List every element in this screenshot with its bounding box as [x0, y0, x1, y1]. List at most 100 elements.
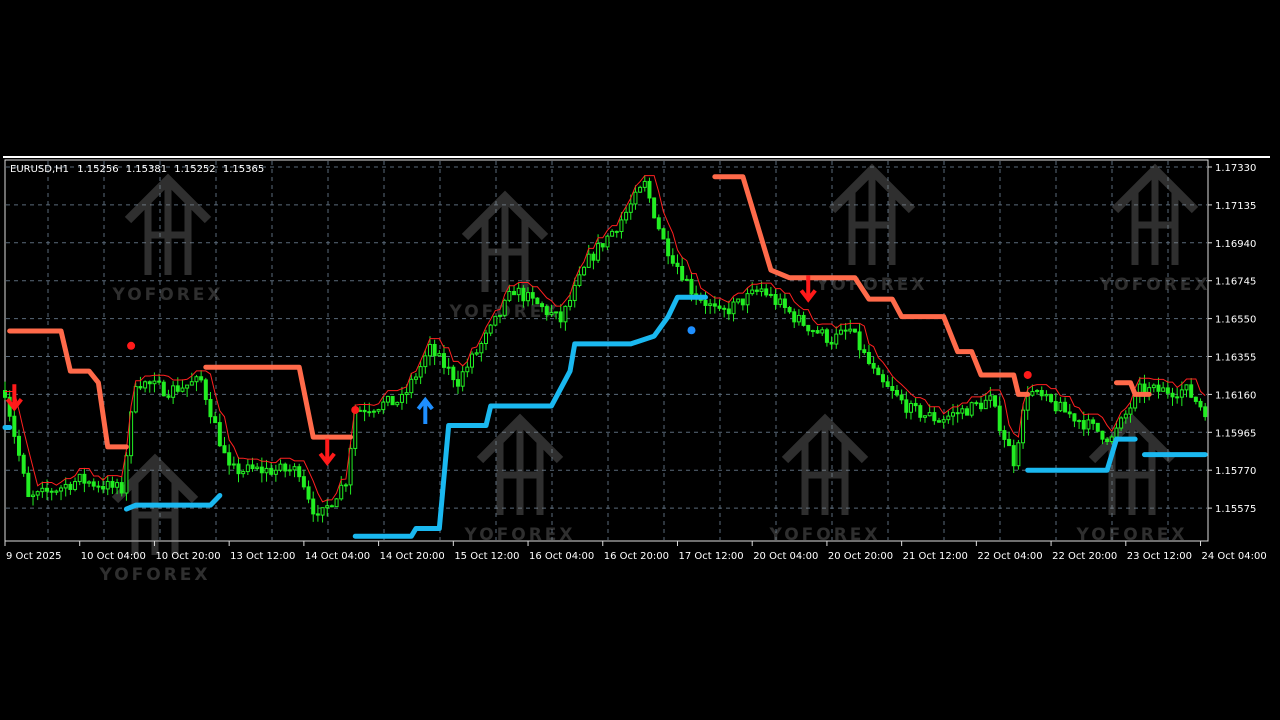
candle-body: [147, 381, 152, 385]
lower-stop-line: [123, 492, 223, 512]
x-axis: 9 Oct 2025 10 Oct 04:00 10 Oct 20:00 13 Oct…: [4, 541, 1267, 562]
candle-body: [1002, 430, 1007, 440]
candle-body: [315, 513, 320, 516]
candle-body: [675, 262, 680, 267]
candle-body: [838, 329, 843, 335]
candle-body: [87, 481, 92, 484]
candle-body: [568, 299, 573, 307]
watermark-text: YOFOREX: [111, 285, 223, 305]
open-value: 1.15256: [77, 164, 118, 175]
chart-frame: [4, 159, 1209, 542]
candle-body: [866, 351, 871, 364]
symbol-label: EURUSD,H1: [10, 164, 69, 175]
watermark-logo: YOFOREX: [111, 173, 223, 305]
x-tick-label: 16 Oct 04:00: [529, 551, 594, 562]
candle-body: [535, 297, 540, 305]
x-tick-label: 10 Oct 20:00: [155, 551, 220, 562]
candle-body: [512, 291, 517, 296]
y-tick-label: 1.16160: [1215, 390, 1256, 401]
candle-body: [399, 393, 404, 403]
x-tick-label: 16 Oct 20:00: [604, 551, 669, 562]
candle-body: [451, 366, 456, 381]
candle-body: [979, 402, 984, 410]
candle-body: [1175, 396, 1180, 399]
lower-stop-line: [1025, 436, 1138, 473]
candle-body: [857, 331, 862, 351]
candle-body: [21, 454, 26, 474]
candle-body: [1039, 390, 1044, 397]
upper-stop-line: [7, 328, 129, 450]
candle-body: [740, 298, 745, 306]
candle-body: [890, 386, 895, 391]
sell-arrow-icon: [318, 438, 336, 466]
candle-body: [918, 405, 923, 418]
candle-body: [768, 293, 773, 296]
candle-body: [171, 385, 176, 398]
candle-body: [1081, 420, 1086, 430]
candle-body: [1161, 387, 1166, 392]
watermark-text: YOFOREX: [463, 525, 575, 545]
watermark-text: YOFOREX: [768, 525, 880, 545]
candle-body: [782, 298, 787, 309]
logo-pillars-icon: [1108, 425, 1156, 515]
candle-body: [955, 412, 960, 415]
candle-body: [759, 288, 764, 292]
candle-body: [1058, 401, 1063, 412]
signals: [5, 275, 1032, 466]
candle-body: [941, 419, 946, 423]
candle-body: [63, 483, 68, 489]
candle-body: [301, 476, 306, 488]
candle-body: [572, 284, 577, 301]
logo-roof-icon: [124, 173, 212, 224]
candle-body: [73, 481, 78, 490]
candle-body: [68, 483, 73, 490]
candle-body: [1105, 438, 1110, 443]
candle-body: [1189, 384, 1194, 398]
candle-body: [3, 390, 7, 398]
candles: [3, 175, 1208, 523]
candle-body: [549, 312, 554, 316]
logo-roof-icon: [1088, 413, 1176, 464]
watermark-text: YOFOREX: [1098, 275, 1210, 295]
candle-body: [1109, 436, 1114, 443]
logo-roof-icon: [476, 413, 564, 464]
candle-body: [876, 367, 881, 376]
candle-body: [969, 402, 974, 416]
candle-body: [960, 408, 965, 414]
candle-body: [726, 308, 731, 315]
candle-body: [937, 420, 941, 423]
candle-body: [843, 329, 848, 332]
candle-body: [708, 303, 713, 306]
candle-body: [1170, 392, 1175, 398]
candle-body: [736, 298, 741, 303]
candle-body: [119, 482, 124, 494]
candle-body: [208, 398, 213, 418]
watermark-logo: YOFOREX: [768, 413, 880, 545]
candle-body: [446, 366, 451, 369]
logo-pillars-icon: [131, 465, 179, 555]
x-tick-label: 14 Oct 20:00: [380, 551, 445, 562]
candle-body: [871, 362, 876, 369]
candle-body: [12, 415, 17, 437]
candle-body: [806, 324, 811, 332]
y-tick-label: 1.17135: [1215, 201, 1256, 212]
candle-body: [661, 228, 666, 240]
candle-body: [35, 491, 40, 496]
candle-body: [1007, 438, 1012, 447]
candle-body: [189, 381, 194, 386]
x-tick-label: 17 Oct 12:00: [678, 551, 743, 562]
candle-body: [577, 274, 582, 286]
candle-body: [1156, 384, 1161, 392]
candle-body: [1067, 411, 1072, 415]
candle-body: [633, 191, 638, 205]
candle-body: [1184, 384, 1189, 391]
candle-body: [521, 287, 526, 302]
sell-dot-icon: [127, 341, 136, 350]
candle-body: [689, 278, 694, 295]
candle-body: [507, 291, 512, 301]
candle-body: [367, 411, 372, 414]
candle-body: [175, 385, 180, 392]
x-tick-label: 22 Oct 20:00: [1052, 551, 1117, 562]
candle-body: [1193, 396, 1198, 402]
